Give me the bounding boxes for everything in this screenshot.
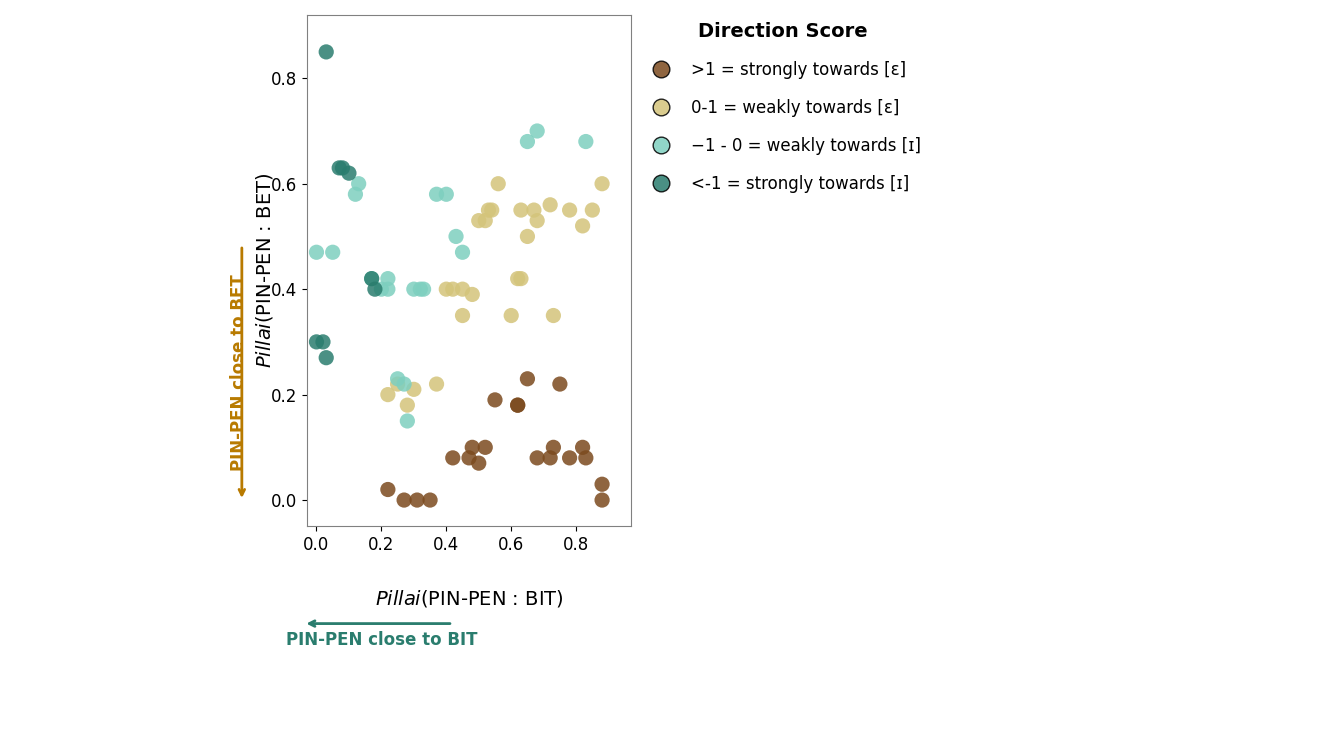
Point	[517, 230, 538, 242]
Point	[510, 204, 532, 216]
Point	[484, 394, 505, 406]
Text: $\it{Pillai}$(PIN-PEN : BIT): $\it{Pillai}$(PIN-PEN : BIT)	[375, 588, 563, 608]
Point	[436, 189, 457, 200]
Point	[348, 178, 369, 189]
Point	[526, 215, 548, 227]
Point	[571, 220, 593, 232]
Point	[403, 283, 424, 295]
Point	[488, 178, 509, 189]
Point	[560, 452, 581, 464]
Point	[344, 189, 365, 200]
Point	[542, 310, 563, 321]
Point	[315, 352, 336, 363]
Point	[397, 415, 419, 427]
Point	[413, 283, 435, 295]
Legend: >1 = strongly towards [ɛ], 0-1 = weakly towards [ɛ], −1 - 0 = weakly towards [ɪ]: >1 = strongly towards [ɛ], 0-1 = weakly …	[638, 15, 928, 200]
Text: PIN-PEN close to BIT: PIN-PEN close to BIT	[286, 631, 477, 650]
Point	[575, 136, 597, 148]
Point	[306, 336, 327, 348]
Point	[508, 273, 529, 285]
Point	[425, 189, 447, 200]
Point	[306, 247, 327, 258]
Point	[387, 373, 408, 385]
Point	[425, 378, 447, 390]
Point	[452, 310, 473, 321]
Point	[510, 273, 532, 285]
Point	[371, 283, 392, 295]
Point	[526, 452, 548, 464]
Point	[393, 494, 415, 506]
Point	[339, 167, 360, 179]
Point	[397, 399, 419, 411]
Point	[474, 441, 496, 453]
Point	[591, 479, 613, 490]
Point	[361, 273, 383, 285]
Point	[328, 162, 350, 174]
Text: $\it{Pillai}$(PIN-PEN : BET): $\it{Pillai}$(PIN-PEN : BET)	[254, 173, 275, 368]
Text: PIN-PEN close to BET: PIN-PEN close to BET	[230, 275, 247, 471]
Point	[524, 204, 545, 216]
Point	[443, 452, 464, 464]
Point	[517, 373, 538, 385]
Point	[377, 283, 399, 295]
Point	[377, 273, 399, 285]
Point	[468, 457, 489, 469]
Point	[452, 247, 473, 258]
Point	[549, 378, 570, 390]
Point	[387, 378, 408, 390]
Point	[501, 310, 522, 321]
Point	[517, 136, 538, 148]
Point	[526, 125, 548, 137]
Point	[364, 283, 385, 295]
Point	[322, 247, 343, 258]
Point	[436, 283, 457, 295]
Point	[540, 452, 561, 464]
Point	[312, 336, 334, 348]
Point	[393, 378, 415, 390]
Point	[452, 283, 473, 295]
Point	[560, 204, 581, 216]
Point	[540, 199, 561, 211]
Point	[443, 283, 464, 295]
Point	[377, 484, 399, 495]
Point	[582, 204, 603, 216]
Point	[459, 452, 480, 464]
Point	[403, 383, 424, 395]
Point	[542, 441, 563, 453]
Point	[478, 204, 500, 216]
Point	[461, 441, 482, 453]
Point	[332, 162, 354, 174]
Point	[461, 288, 482, 300]
Point	[377, 389, 399, 401]
Point	[409, 283, 431, 295]
Point	[571, 441, 593, 453]
Point	[407, 494, 428, 506]
Point	[508, 399, 529, 411]
Point	[508, 399, 529, 411]
Point	[591, 178, 613, 189]
Point	[474, 215, 496, 227]
Point	[468, 215, 489, 227]
Point	[361, 273, 383, 285]
Point	[420, 494, 441, 506]
Point	[591, 494, 613, 506]
Point	[315, 46, 336, 58]
Point	[575, 452, 597, 464]
Point	[445, 230, 466, 242]
Point	[481, 204, 502, 216]
